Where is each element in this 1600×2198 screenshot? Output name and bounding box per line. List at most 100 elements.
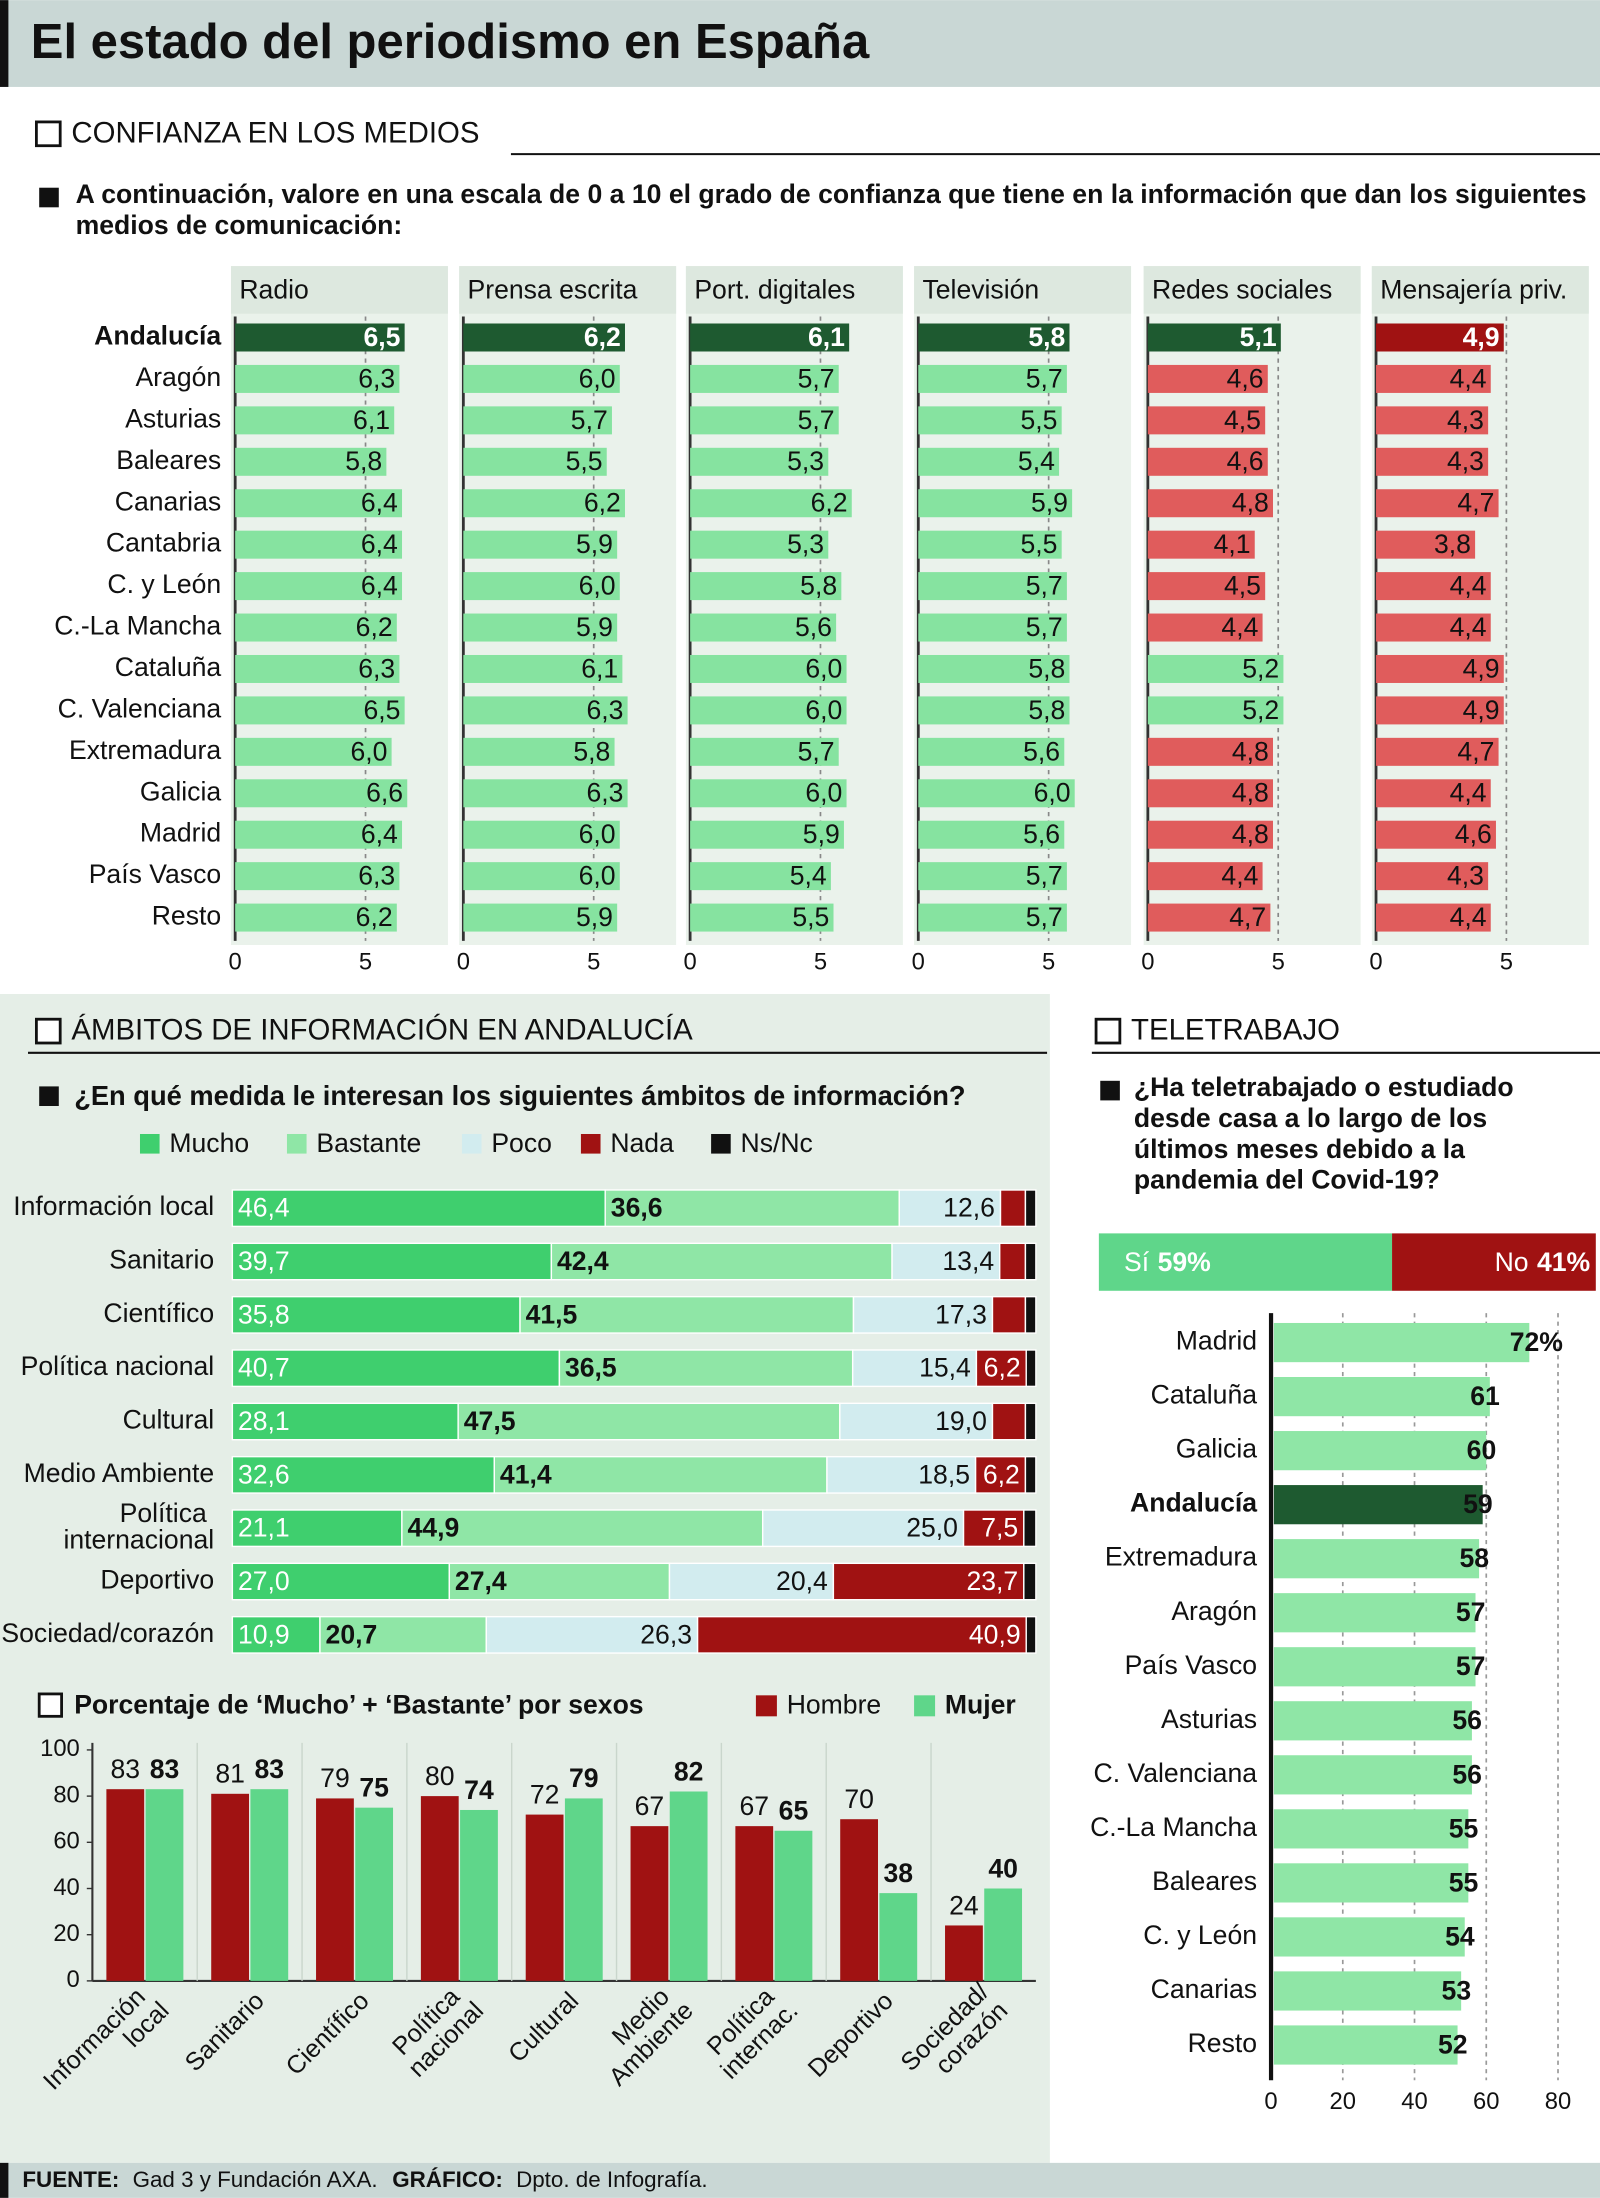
bar [463, 364, 620, 393]
bar [918, 447, 1060, 476]
y-tick-label: 20 [53, 1920, 79, 1947]
value-label: 5,9 [803, 819, 840, 849]
value-label: 83 [110, 1754, 140, 1784]
bar [690, 903, 834, 932]
value-label: 5,8 [1028, 695, 1065, 725]
y-tick-label: 0 [67, 1966, 80, 1993]
legend-label: Ns/Nc [741, 1128, 813, 1158]
panel-title: Redes sociales [1152, 274, 1332, 304]
row-label: Andalucía [94, 321, 221, 351]
bar [235, 572, 403, 601]
value-label: 4,6 [1227, 446, 1264, 476]
value-label: 6,2 [356, 612, 393, 642]
bar [1273, 1539, 1480, 1579]
bar [918, 489, 1073, 518]
bar-segment [231, 1349, 561, 1388]
value-label: 56 [1452, 1705, 1482, 1735]
value-label: 5,6 [1023, 819, 1060, 849]
bar [918, 364, 1067, 393]
value-label: 4,7 [1229, 902, 1266, 932]
x-tick-label: 5 [1272, 948, 1285, 975]
bar [690, 572, 842, 601]
value-label: 6,0 [579, 819, 616, 849]
value-label: 44,9 [408, 1513, 460, 1543]
value-label: 40,9 [969, 1619, 1021, 1649]
panel-title: Port. digitales [694, 274, 855, 304]
row-label: Cultural [123, 1405, 215, 1435]
section-box [1094, 1017, 1122, 1045]
bar-segment [891, 1242, 1001, 1281]
x-tick-label: 40 [1401, 2088, 1427, 2115]
row-label: C. Valenciana [58, 693, 222, 723]
section-title: TELETRABAJO [1131, 1014, 1340, 1047]
bar [1273, 1377, 1490, 1417]
value-label: 67 [739, 1791, 769, 1821]
bar-segment [761, 1509, 965, 1548]
panel-header [459, 266, 677, 314]
y-tick-label: 40 [53, 1874, 79, 1901]
legend-swatch [286, 1133, 307, 1154]
section-box [37, 1692, 63, 1718]
question-box [39, 187, 59, 208]
bar [1147, 737, 1274, 766]
value-label: 5,9 [576, 612, 613, 642]
value-label: 79 [320, 1763, 350, 1793]
bar [1273, 1593, 1476, 1633]
value-label: 4,7 [1457, 488, 1494, 518]
bar [840, 1819, 879, 1981]
bar [1376, 323, 1504, 352]
value-label: 6,4 [361, 819, 398, 849]
bar [1273, 1647, 1476, 1687]
value-label: 3,8 [1434, 529, 1471, 559]
bar [1273, 1322, 1530, 1363]
x-tick-label: 5 [1500, 948, 1513, 975]
value-label: 5,4 [790, 861, 827, 891]
bar [463, 696, 628, 725]
bar [463, 530, 618, 559]
value-label: 5,7 [798, 736, 835, 766]
bar-segment [1023, 1562, 1037, 1601]
value-label: 36,5 [565, 1353, 617, 1383]
value-label: 52 [1438, 2029, 1468, 2059]
value-label: 18,5 [918, 1459, 970, 1489]
value-label: 5,2 [1242, 653, 1279, 683]
value-label: 4,8 [1232, 778, 1269, 808]
bar [1147, 696, 1284, 725]
bar [690, 820, 844, 849]
bar-segment [826, 1455, 977, 1494]
bar [690, 862, 831, 891]
bar [235, 323, 405, 352]
bar [1147, 779, 1274, 808]
value-label: 41,4 [500, 1459, 552, 1489]
bar-segment [448, 1562, 671, 1601]
panel-header [1143, 266, 1361, 314]
value-label: 39,7 [238, 1246, 290, 1276]
bar [690, 489, 852, 518]
bar-segment [668, 1562, 835, 1601]
section-title: ÁMBITOS DE INFORMACIÓN EN ANDALUCÍA [71, 1014, 693, 1047]
value-label: 5,9 [1031, 488, 1068, 518]
bar [463, 406, 612, 435]
row-label: Política internacional [63, 1498, 214, 1555]
bar [918, 820, 1065, 849]
value-label: 6,2 [983, 1459, 1020, 1489]
value-label: 5,4 [1018, 446, 1055, 476]
value-label: 6,1 [353, 405, 390, 435]
row-label: Cataluña [1151, 1380, 1258, 1410]
value-label: 5,5 [1021, 405, 1058, 435]
value-label: 61 [1470, 1381, 1500, 1411]
bar [1273, 1701, 1472, 1741]
value-label: 24 [949, 1890, 979, 1920]
legend-swatch [755, 1695, 777, 1717]
bar [463, 779, 628, 808]
bar [463, 903, 618, 932]
value-label: 12,6 [943, 1193, 995, 1223]
value-label: 83 [255, 1754, 285, 1784]
value-label: 5,9 [576, 529, 613, 559]
row-label: C. y León [107, 569, 221, 599]
bar-segment [485, 1615, 699, 1654]
bar [1376, 779, 1491, 808]
legend-swatch [711, 1133, 731, 1154]
bar-segment [231, 1295, 521, 1334]
